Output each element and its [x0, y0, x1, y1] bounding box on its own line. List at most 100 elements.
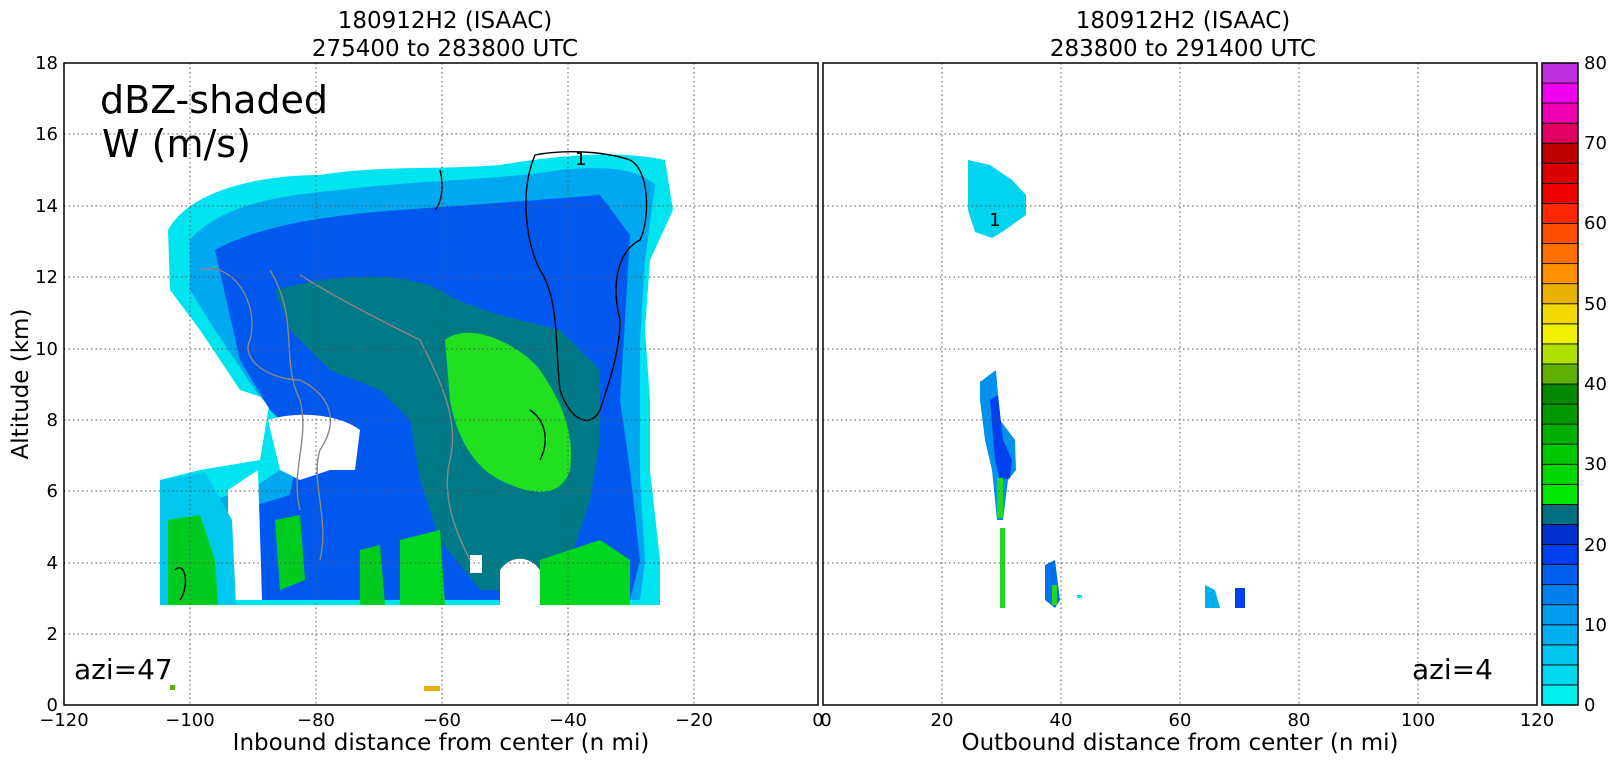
right-title-line1: 180912H2 (ISAAC) — [1076, 8, 1291, 34]
left-xtick: 0 — [812, 710, 823, 731]
left-x-axis-label: Inbound distance from center (n mi) — [233, 730, 650, 756]
left-echo-low-cell-2-core — [275, 515, 305, 590]
ytick: 2 — [47, 624, 58, 645]
colorbar-swatch — [1541, 203, 1579, 224]
right-plot-area: 1 — [968, 160, 1245, 608]
left-echo-low-cell-1-core — [168, 515, 218, 605]
ytick: 4 — [47, 553, 58, 574]
colorbar-tick: 50 — [1584, 294, 1607, 315]
colorbar: 0 10 20 30 40 50 60 70 80 — [1541, 53, 1607, 716]
left-axes-frame — [63, 62, 819, 706]
colorbar-tick: 0 — [1584, 695, 1595, 716]
left-xtick: −20 — [675, 710, 713, 731]
right-xtick: 100 — [1401, 710, 1435, 731]
right-echo-small-2 — [1205, 585, 1220, 608]
right-echo-small-2-core — [1235, 588, 1245, 608]
colorbar-swatches — [1541, 62, 1579, 706]
colorbar-swatch — [1541, 223, 1579, 244]
right-xtick: 40 — [1050, 710, 1073, 731]
left-w-contour-negative-3 — [269, 269, 304, 511]
colorbar-swatch — [1541, 604, 1579, 626]
colorbar-swatch — [1541, 483, 1579, 505]
colorbar-swatch — [1541, 142, 1579, 164]
left-xtick: −40 — [549, 710, 587, 731]
colorbar-tick: 40 — [1584, 374, 1607, 395]
right-axes-frame — [822, 62, 1538, 706]
colorbar-tick: 30 — [1584, 454, 1607, 475]
left-x-ticks: −120 −100 −80 −60 −40 −20 0 — [39, 710, 823, 731]
left-echo-green-core — [445, 332, 571, 492]
left-xtick: −120 — [39, 710, 88, 731]
colorbar-swatch — [1541, 182, 1579, 204]
colorbar-swatch — [1541, 102, 1579, 124]
colorbar-swatch — [1541, 263, 1579, 285]
right-x-axis-label: Outbound distance from center (n mi) — [962, 730, 1399, 756]
colorbar-swatch — [1541, 544, 1579, 565]
left-title-line1: 180912H2 (ISAAC) — [338, 8, 553, 34]
ytick: 6 — [47, 481, 58, 502]
colorbar-swatch — [1541, 463, 1579, 485]
ytick: 14 — [35, 196, 58, 217]
colorbar-swatch — [1541, 423, 1579, 445]
left-w-contour-positive-2 — [434, 169, 443, 211]
left-echo-notch — [470, 555, 482, 573]
ytick: 12 — [35, 267, 58, 288]
y-axis-label: Altitude (km) — [8, 309, 34, 460]
right-xtick: 20 — [931, 710, 954, 731]
left-echo-gap — [268, 414, 360, 480]
colorbar-swatch — [1541, 62, 1579, 84]
colorbar-swatch — [1541, 584, 1579, 606]
colorbar-swatch — [1541, 303, 1579, 325]
left-echo-low-cell-3-core — [360, 545, 385, 605]
colorbar-swatch — [1541, 644, 1579, 666]
colorbar-swatch — [1541, 564, 1579, 586]
left-echo-speck-2 — [424, 686, 440, 691]
colorbar-swatch — [1541, 82, 1579, 104]
left-xtick: −100 — [165, 710, 214, 731]
right-panel: 180912H2 (ISAAC) 283800 to 291400 UTC 1 — [820, 8, 1554, 756]
right-echo-stem — [1000, 528, 1005, 608]
colorbar-swatch — [1541, 383, 1579, 405]
left-xtick: −80 — [297, 710, 335, 731]
left-w-contour-positive-3 — [529, 409, 546, 461]
y-ticks: 0 2 4 6 8 10 12 14 16 18 — [35, 53, 58, 716]
ytick: 10 — [35, 339, 58, 360]
right-w-contour-label: 1 — [989, 210, 1000, 231]
right-xtick: 60 — [1169, 710, 1192, 731]
right-echo-speck — [1077, 595, 1082, 598]
colorbar-swatch — [1541, 403, 1579, 425]
colorbar-swatch — [1541, 624, 1579, 646]
colorbar-tick: 80 — [1584, 53, 1607, 74]
colorbar-swatch — [1541, 503, 1579, 525]
ytick: 8 — [47, 410, 58, 431]
colorbar-frame — [1541, 62, 1579, 706]
right-echo-column-core — [990, 395, 1012, 480]
left-w-contour-negative-1 — [199, 267, 331, 561]
right-echo-column-green — [997, 478, 1003, 518]
field-annotation-w: W (m/s) — [102, 122, 251, 166]
colorbar-swatch — [1541, 122, 1579, 144]
left-xtick: −60 — [423, 710, 461, 731]
colorbar-ticks: 0 10 20 30 40 50 60 70 80 — [1584, 53, 1607, 716]
colorbar-swatch — [1541, 323, 1579, 345]
colorbar-tick: 70 — [1584, 133, 1607, 154]
right-azimuth-label: azi=4 — [1412, 653, 1493, 686]
right-xtick: 120 — [1520, 710, 1554, 731]
ytick: 16 — [35, 124, 58, 145]
colorbar-swatch — [1541, 363, 1579, 385]
left-w-contour-positive-4 — [174, 567, 187, 601]
colorbar-tick: 10 — [1584, 615, 1607, 636]
right-echo-upper-blob — [968, 160, 1026, 238]
left-plot-area: 1 — [160, 149, 673, 691]
colorbar-swatch — [1541, 684, 1579, 706]
colorbar-tick: 20 — [1584, 535, 1607, 556]
colorbar-swatch — [1541, 343, 1579, 365]
right-xtick: 80 — [1288, 710, 1311, 731]
ytick: 0 — [47, 695, 58, 716]
right-grid — [823, 63, 1537, 705]
left-echo-speck-1 — [170, 685, 175, 690]
colorbar-swatch — [1541, 664, 1579, 686]
right-x-ticks: 0 20 40 60 80 100 120 — [820, 710, 1554, 731]
field-annotation-dbz: dBZ-shaded — [100, 78, 328, 122]
